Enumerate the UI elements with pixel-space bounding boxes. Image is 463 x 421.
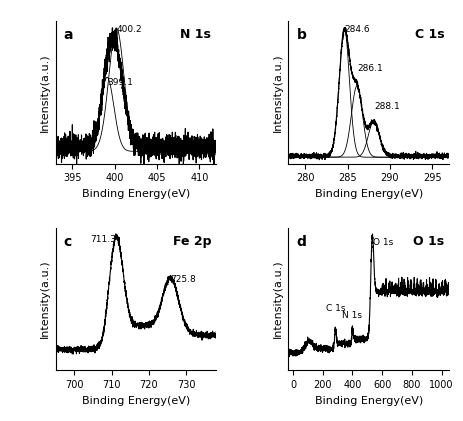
X-axis label: Binding Energy(eV): Binding Energy(eV) (82, 189, 190, 199)
Text: b: b (296, 28, 307, 42)
X-axis label: Binding Energy(eV): Binding Energy(eV) (315, 189, 423, 199)
Text: N 1s: N 1s (181, 28, 212, 41)
Text: 725.8: 725.8 (171, 275, 196, 284)
Y-axis label: Intensity(a.u.): Intensity(a.u.) (40, 53, 50, 132)
Text: O 1s: O 1s (373, 238, 394, 247)
Text: O 1s: O 1s (413, 235, 444, 248)
Text: 286.1: 286.1 (357, 64, 383, 73)
Text: N 1s: N 1s (343, 311, 363, 320)
Text: 288.1: 288.1 (374, 102, 400, 112)
Text: 399.1: 399.1 (107, 78, 133, 87)
Text: C 1s: C 1s (415, 28, 444, 41)
Text: C 1s: C 1s (325, 304, 345, 312)
Text: 284.6: 284.6 (344, 25, 370, 35)
Text: 400.2: 400.2 (116, 25, 142, 35)
X-axis label: Binding Energy(eV): Binding Energy(eV) (82, 396, 190, 406)
Text: d: d (296, 235, 307, 249)
Text: 711.3: 711.3 (91, 235, 117, 244)
Text: a: a (63, 28, 73, 42)
Y-axis label: Intensity(a.u.): Intensity(a.u.) (273, 53, 283, 132)
Text: c: c (63, 235, 72, 249)
Text: Fe 2p: Fe 2p (173, 235, 212, 248)
X-axis label: Binding Energy(eV): Binding Energy(eV) (315, 396, 423, 406)
Y-axis label: Intensity(a.u.): Intensity(a.u.) (40, 260, 50, 338)
Y-axis label: Intensity(a.u.): Intensity(a.u.) (273, 260, 283, 338)
